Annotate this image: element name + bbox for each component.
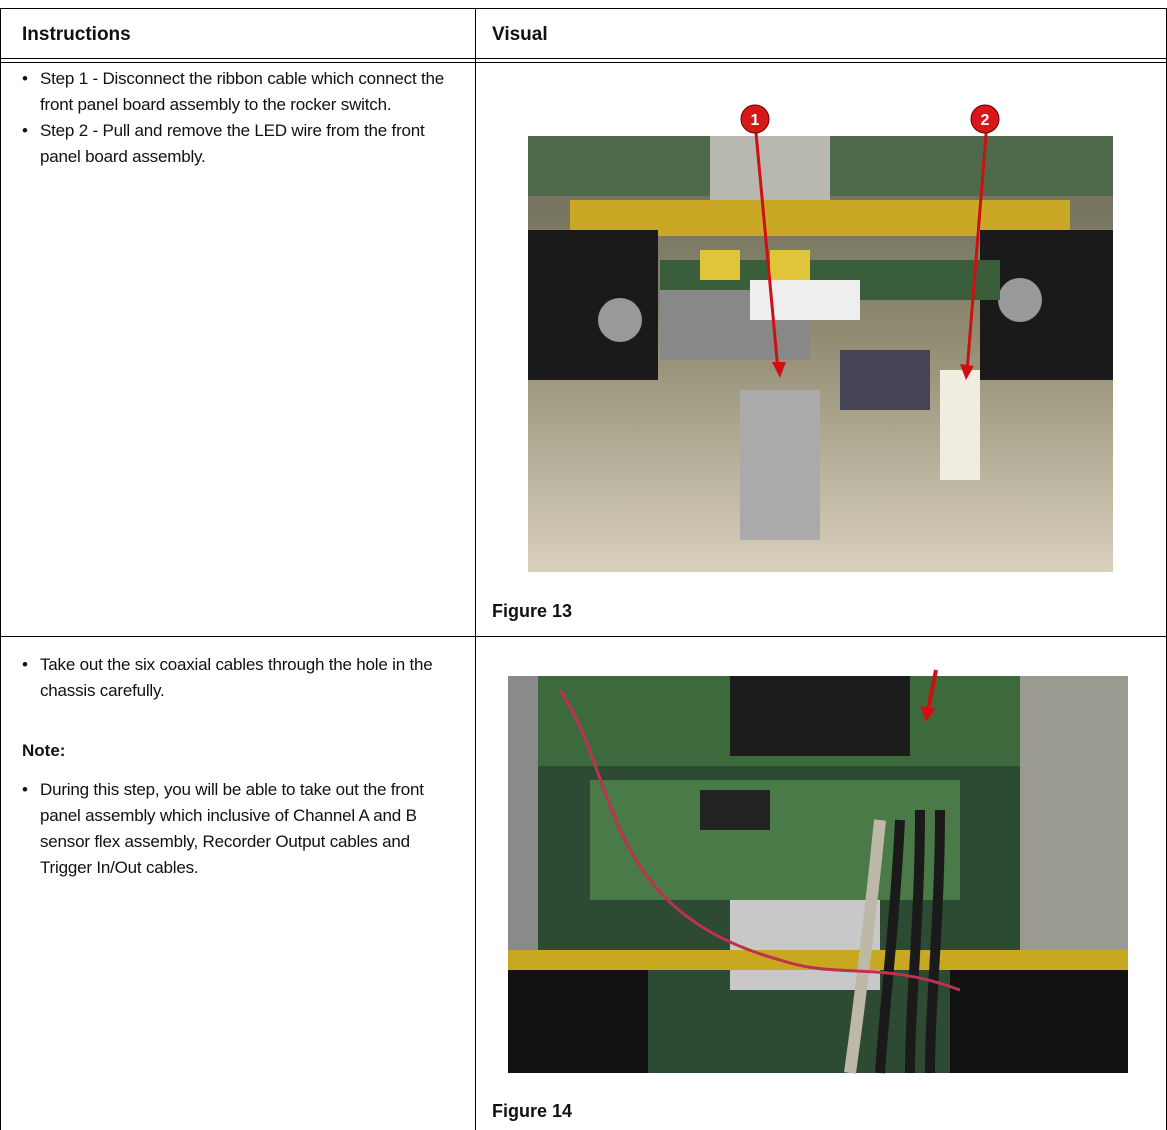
column-header: Visual <box>492 24 548 45</box>
instruction-list: Step 1 - Disconnect the ribbon cable whi… <box>14 66 454 170</box>
instruction: Step 2 - Pull and remove the LED wire fr… <box>14 118 454 170</box>
callout: 1 <box>751 112 760 129</box>
figure-caption: Figure 13 <box>492 601 573 621</box>
column-header: Instructions <box>22 24 131 45</box>
rule <box>0 8 1 1130</box>
photo <box>508 669 1128 1074</box>
note-list: During this step, you will be able to ta… <box>14 777 454 881</box>
rule <box>0 636 1167 637</box>
instruction: Take out the six coaxial cables through … <box>14 652 454 704</box>
note: During this step, you will be able to ta… <box>14 777 454 881</box>
instruction-list: Take out the six coaxial cables through … <box>14 652 454 704</box>
figure-caption: Figure 14 <box>492 1101 573 1121</box>
instruction: Step 1 - Disconnect the ribbon cable whi… <box>14 66 454 118</box>
callout: 2 <box>981 112 990 129</box>
note-label: Note: <box>22 741 66 760</box>
rule <box>0 8 1167 9</box>
rule <box>0 62 1167 63</box>
rule <box>475 8 476 1130</box>
rule <box>0 58 1167 59</box>
photo: 1 2 <box>528 104 1113 572</box>
